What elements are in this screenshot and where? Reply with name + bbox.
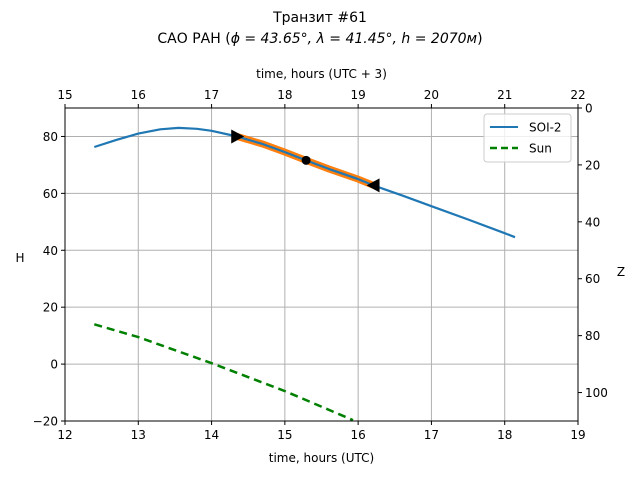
- subtitle-suffix: ): [477, 31, 482, 47]
- plot-area: [93, 126, 516, 421]
- chart-title: Транзит #61: [272, 10, 367, 26]
- marker-triangle-right: [231, 129, 245, 144]
- axes: 12 13 14 15 16 17 18 19 15 16 17 18 19 20 21 22 −20 0 20 40…: [33, 88, 608, 442]
- y-right-tick-label: 100: [585, 386, 608, 400]
- x-top-tick-label: 19: [351, 88, 366, 102]
- x-top-tick-label: 15: [57, 88, 72, 102]
- chart-subtitle: САО РАН (ϕ = 43.65°, λ = 41.45°, h = 207…: [157, 31, 482, 47]
- x-top-tick-label: 20: [424, 88, 439, 102]
- x-tick-label: 18: [497, 428, 512, 442]
- y-tick-label: 20: [43, 301, 58, 315]
- y-right-tick-label: 20: [585, 158, 600, 172]
- subtitle-math: ϕ = 43.65°, λ = 41.45°, h = 2070м: [231, 31, 478, 47]
- y-right-tick-label: 60: [585, 272, 600, 286]
- marker-triangle-left: [366, 178, 380, 193]
- y-tick-label: 60: [43, 187, 58, 201]
- y-axis-label: H: [15, 251, 24, 265]
- x-tick-label: 19: [570, 428, 585, 442]
- x-tick-label: 12: [57, 428, 72, 442]
- y-right-tick-label: 0: [585, 102, 593, 116]
- y-right-tick-label: 40: [585, 215, 600, 229]
- x-top-tick-label: 21: [497, 88, 512, 102]
- x-axis-top-label: time, hours (UTC + 3): [256, 67, 387, 81]
- x-tick-label: 14: [204, 428, 219, 442]
- x-tick-label: 17: [424, 428, 439, 442]
- y-axis-right-label: Z: [617, 265, 625, 279]
- x-top-tick-label: 17: [204, 88, 219, 102]
- subtitle-prefix: САО РАН (: [157, 31, 230, 47]
- x-top-tick-label: 16: [131, 88, 146, 102]
- series-line-soi2: [93, 126, 516, 239]
- series-line-sun: [93, 323, 354, 421]
- x-top-tick-label: 22: [570, 88, 585, 102]
- y-right-tick-label: 80: [585, 329, 600, 343]
- x-axis-label: time, hours (UTC): [269, 451, 374, 465]
- x-tick-label: 13: [131, 428, 146, 442]
- x-tick-label: 15: [277, 428, 292, 442]
- legend: SOI-2 Sun: [483, 113, 572, 163]
- legend-label-sun: Sun: [529, 142, 552, 156]
- y-tick-label: 80: [43, 130, 58, 144]
- x-tick-label: 16: [351, 428, 366, 442]
- marker-circle: [301, 155, 311, 165]
- y-tick-label: 40: [43, 244, 58, 258]
- y-tick-label: 0: [50, 358, 58, 372]
- x-top-tick-label: 18: [277, 88, 292, 102]
- legend-label-soi2: SOI-2: [529, 121, 562, 135]
- y-tick-label: −20: [33, 415, 58, 429]
